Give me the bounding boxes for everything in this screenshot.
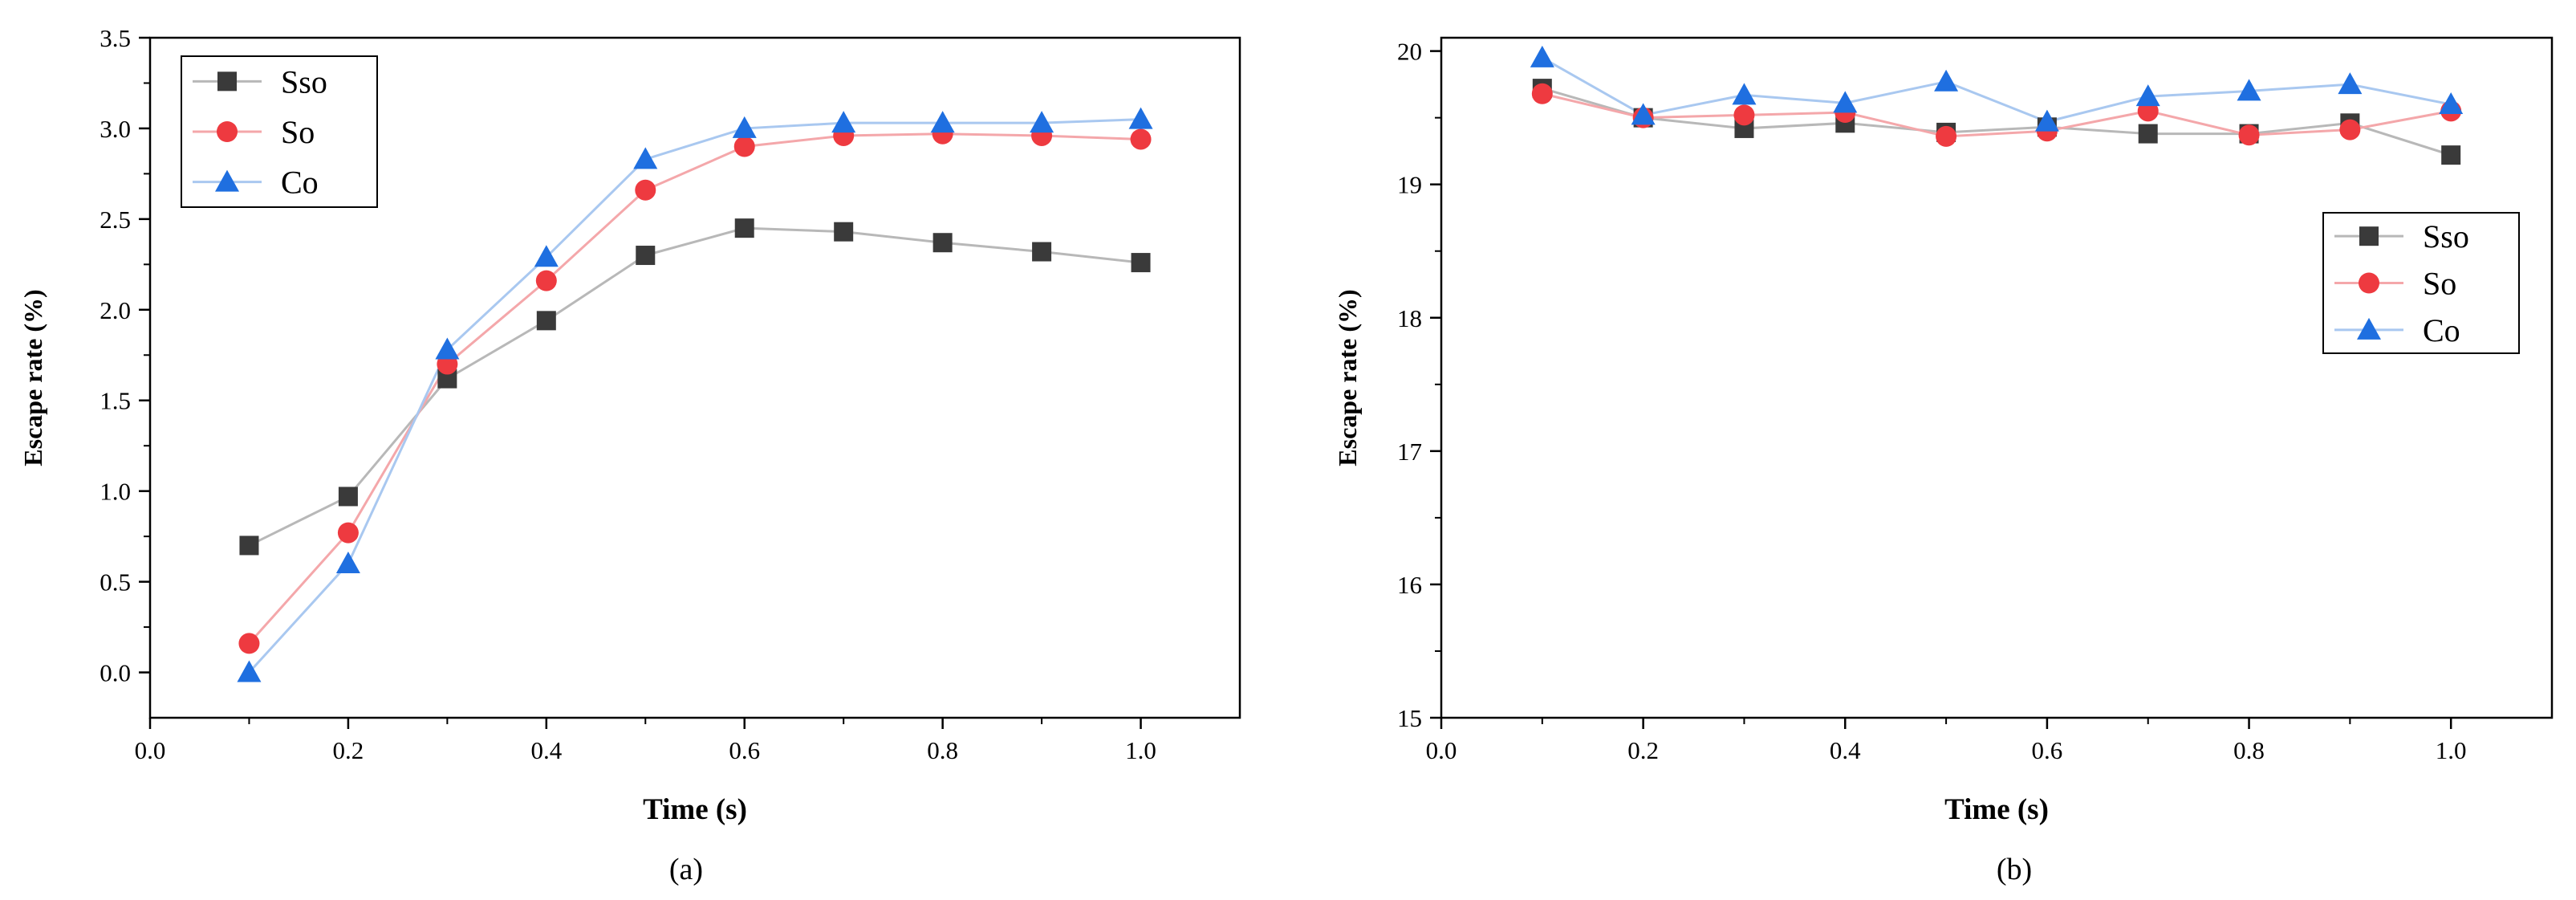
data-point-sso xyxy=(636,246,656,266)
y-tick-label: 0.0 xyxy=(100,659,131,687)
x-tick-label: 0.6 xyxy=(729,736,760,764)
legend-label-so: So xyxy=(281,114,315,150)
y-tick-label: 1.0 xyxy=(100,478,131,506)
data-point-co xyxy=(2439,92,2464,115)
series-line-sso xyxy=(1542,87,2452,157)
data-point-so xyxy=(1936,125,1957,147)
data-point-sso xyxy=(1131,253,1151,273)
chart-panel-a: 0.0 0.2 0.4 0.6 0.8 1.0 0.0 0.5 1.0 1.5 2.0 2.5 3.0 3… xyxy=(18,24,1241,886)
x-axis-title: Time (s) xyxy=(1944,793,2049,826)
data-point-co xyxy=(1934,69,1959,92)
y-tick-label: 0.5 xyxy=(100,568,131,597)
data-point-so xyxy=(2339,119,2361,140)
x-tick-label: 0.4 xyxy=(530,736,562,764)
data-point-co xyxy=(2034,109,2059,132)
legend: Sso So Co xyxy=(2322,212,2520,354)
data-point-co xyxy=(1732,83,1757,105)
plot-frame xyxy=(148,36,1241,719)
data-point-sso xyxy=(2441,145,2461,165)
x-tick-label: 0.8 xyxy=(927,736,958,764)
data-point-co xyxy=(2135,84,2160,107)
legend-label-sso: Sso xyxy=(281,63,327,100)
data-point-sso xyxy=(1032,242,1052,262)
y-tick-label: 16 xyxy=(1397,571,1422,599)
x-axis-title: Time (s) xyxy=(643,793,747,826)
data-point-so xyxy=(1531,83,1553,104)
data-point-co xyxy=(534,245,559,267)
data-point-so xyxy=(1130,128,1152,150)
x-tick-label: 0.0 xyxy=(135,736,166,764)
data-point-so xyxy=(1733,104,1755,126)
data-point-sso xyxy=(734,218,754,238)
data-point-co xyxy=(831,111,856,133)
data-point-sso xyxy=(536,311,556,331)
legend-label-co: Co xyxy=(281,165,319,201)
y-tick-label: 20 xyxy=(1397,38,1422,66)
data-point-co xyxy=(1833,91,1858,113)
y-tick-label: 18 xyxy=(1397,304,1422,332)
x-tick-label: 1.0 xyxy=(1125,736,1156,764)
legend-marker-co xyxy=(2357,317,2381,340)
x-tick-label: 0.2 xyxy=(333,736,364,764)
y-tick-label: 17 xyxy=(1397,438,1422,466)
legend-marker-co xyxy=(215,169,239,192)
panel-caption: (b) xyxy=(1997,853,2032,886)
data-point-sso xyxy=(2138,124,2158,144)
x-tick-label: 0.6 xyxy=(2032,736,2063,764)
x-tick-label: 0.0 xyxy=(1426,736,1457,764)
data-point-sso xyxy=(338,487,358,507)
data-point-co xyxy=(335,552,360,574)
x-tick-label: 1.0 xyxy=(2436,736,2467,764)
series-line-co xyxy=(1542,56,2452,124)
data-point-co xyxy=(1631,103,1656,125)
y-tick-label: 1.5 xyxy=(100,387,131,415)
data-point-so xyxy=(337,522,359,544)
data-point-sso xyxy=(239,536,259,556)
x-tick-label: 0.8 xyxy=(2233,736,2265,764)
data-point-co xyxy=(633,147,658,169)
data-point-co xyxy=(435,337,460,360)
data-point-sso xyxy=(932,233,953,253)
y-tick-label: 19 xyxy=(1397,171,1422,199)
y-tick-label: 3.0 xyxy=(100,115,131,143)
data-point-so xyxy=(238,633,260,654)
legend-marker-so xyxy=(217,121,238,142)
legend-label-so: So xyxy=(2423,266,2456,302)
chart-panel-b: 0.0 0.2 0.4 0.6 0.8 1.0 15 16 17 18 19 20 Time (s) Es… xyxy=(1333,36,2554,886)
data-point-co xyxy=(930,111,955,133)
data-point-co xyxy=(732,116,757,138)
plot-frame xyxy=(1440,36,2554,719)
y-tick-label: 2.5 xyxy=(100,206,131,234)
data-point-co xyxy=(237,660,262,682)
data-point-so xyxy=(635,179,656,201)
legend: Sso So Co xyxy=(181,55,378,208)
y-axis-title: Escape rate (%) xyxy=(18,289,47,466)
legend-marker-so xyxy=(2359,272,2379,294)
x-tick-label: 0.4 xyxy=(1830,736,1861,764)
legend-marker-sso xyxy=(2359,226,2379,246)
y-tick-label: 15 xyxy=(1397,704,1422,732)
data-point-sso xyxy=(834,222,854,242)
y-axis-title: Escape rate (%) xyxy=(1333,289,1362,466)
series-line-so xyxy=(248,132,1141,645)
y-tick-label: 2.0 xyxy=(100,296,131,324)
data-point-co xyxy=(2237,79,2261,101)
data-point-co xyxy=(1128,107,1153,129)
data-point-co xyxy=(1530,45,1554,67)
series-line-sso xyxy=(248,226,1141,547)
data-point-co xyxy=(1030,111,1054,133)
x-tick-label: 0.2 xyxy=(1627,736,1659,764)
legend-label-co: Co xyxy=(2423,312,2460,348)
legend-marker-sso xyxy=(217,71,237,92)
data-point-so xyxy=(2238,124,2260,146)
series-line-co xyxy=(248,118,1141,674)
panel-caption: (a) xyxy=(669,853,703,886)
y-tick-label: 3.5 xyxy=(100,24,131,52)
data-point-co xyxy=(2338,72,2363,95)
data-point-so xyxy=(535,270,557,291)
series-line-so xyxy=(1542,92,2452,138)
data-point-so xyxy=(733,136,755,157)
legend-label-sso: Sso xyxy=(2423,218,2469,255)
